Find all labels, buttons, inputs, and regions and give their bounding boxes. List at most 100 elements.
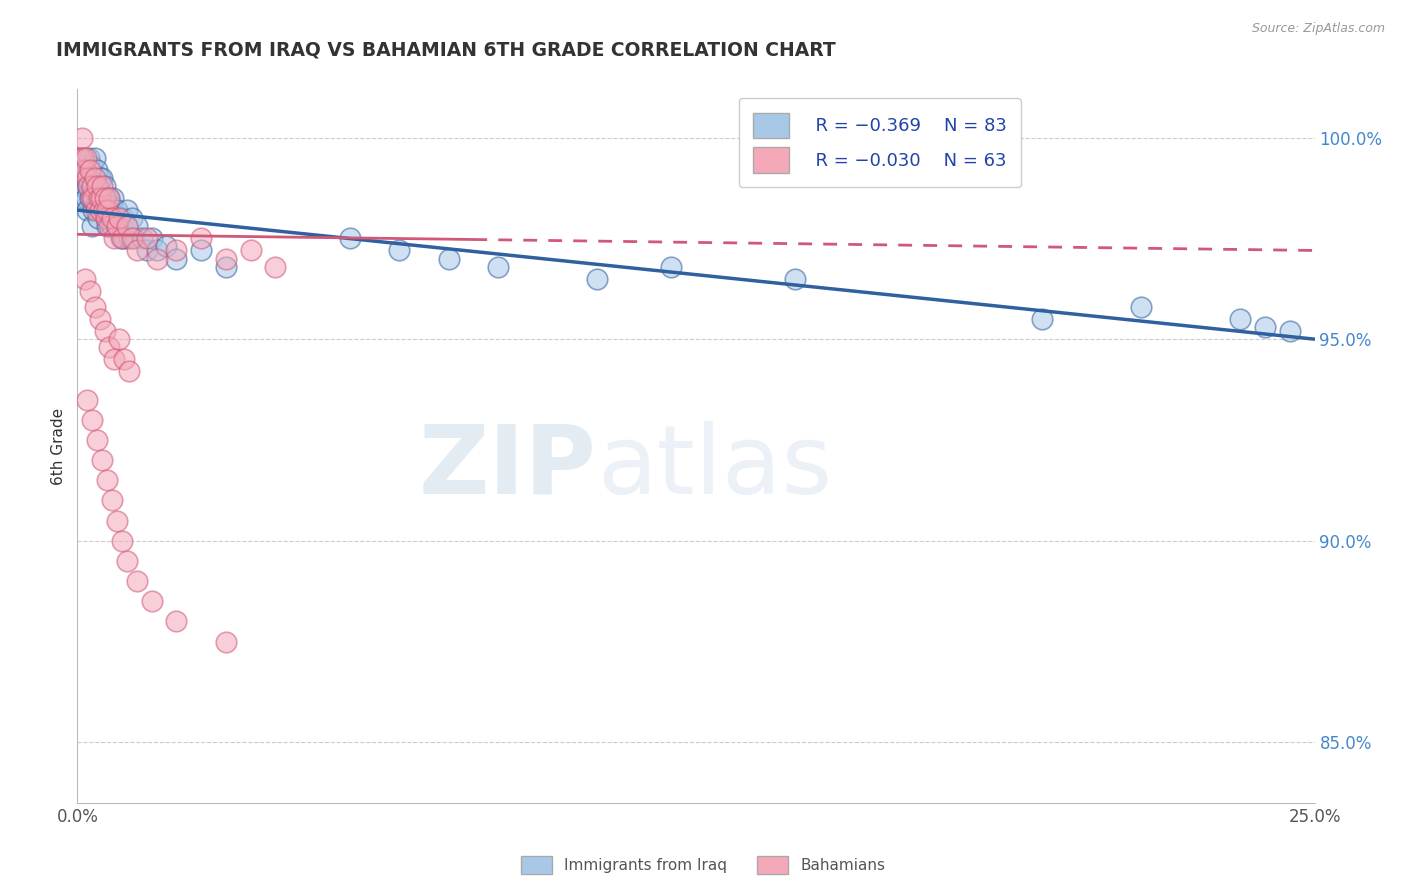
Point: [76, 170, 98, 185]
Point: [190, 244, 212, 258]
Point: [112, 352, 135, 367]
Point: [77, 178, 100, 193]
Legend: Immigrants from Iraq, Bahamians: Immigrants from Iraq, Bahamians: [515, 850, 891, 880]
Point: [73, 151, 96, 165]
Point: [82, 178, 104, 193]
Point: [659, 260, 682, 274]
Text: ZIP: ZIP: [419, 421, 598, 514]
Point: [84, 203, 107, 218]
Point: [76, 392, 98, 407]
Text: atlas: atlas: [598, 421, 832, 514]
Point: [89, 312, 111, 326]
Point: [165, 252, 187, 266]
Point: [783, 271, 806, 285]
Point: [101, 493, 124, 508]
Point: [215, 260, 238, 274]
Point: [110, 231, 132, 245]
Point: [90, 191, 112, 205]
Point: [97, 191, 120, 205]
Point: [155, 239, 177, 253]
Point: [82, 191, 104, 205]
Point: [91, 453, 114, 467]
Point: [93, 178, 115, 193]
Point: [83, 151, 105, 165]
Point: [103, 352, 125, 367]
Point: [101, 211, 124, 226]
Point: [125, 244, 148, 258]
Point: [111, 211, 134, 226]
Point: [82, 413, 104, 427]
Point: [98, 219, 121, 234]
Point: [84, 178, 107, 193]
Point: [101, 199, 124, 213]
Point: [125, 574, 148, 588]
Point: [121, 231, 143, 245]
Point: [86, 178, 108, 193]
Point: [94, 211, 117, 226]
Point: [83, 178, 105, 193]
Point: [125, 219, 148, 234]
Point: [1254, 320, 1277, 334]
Point: [105, 219, 128, 234]
Point: [96, 203, 118, 218]
Point: [87, 191, 110, 205]
Point: [111, 219, 134, 234]
Point: [69, 151, 91, 165]
Point: [72, 191, 94, 205]
Point: [388, 244, 411, 258]
Point: [1130, 300, 1153, 314]
Point: [93, 203, 115, 218]
Point: [96, 473, 118, 487]
Point: [86, 433, 108, 447]
Point: [1031, 312, 1053, 326]
Legend:   R = −0.369    N = 83,   R = −0.030    N = 63: R = −0.369 N = 83, R = −0.030 N = 63: [738, 98, 1021, 187]
Point: [165, 244, 187, 258]
Point: [339, 231, 361, 245]
Point: [108, 211, 131, 226]
Point: [145, 244, 167, 258]
Point: [86, 162, 108, 177]
Point: [72, 162, 94, 177]
Point: [76, 170, 98, 185]
Point: [264, 260, 287, 274]
Point: [104, 219, 127, 234]
Point: [101, 191, 124, 205]
Point: [118, 231, 141, 245]
Point: [93, 324, 115, 338]
Point: [69, 151, 91, 165]
Point: [87, 211, 110, 226]
Point: [70, 162, 93, 177]
Text: IMMIGRANTS FROM IRAQ VS BAHAMIAN 6TH GRADE CORRELATION CHART: IMMIGRANTS FROM IRAQ VS BAHAMIAN 6TH GRA…: [56, 40, 837, 59]
Point: [239, 244, 262, 258]
Point: [83, 300, 105, 314]
Point: [165, 615, 187, 629]
Point: [111, 231, 134, 245]
Point: [79, 162, 101, 177]
Point: [91, 178, 114, 193]
Point: [70, 178, 93, 193]
Point: [190, 231, 212, 245]
Point: [115, 554, 138, 568]
Point: [112, 231, 135, 245]
Point: [79, 284, 101, 298]
Y-axis label: 6th Grade: 6th Grade: [51, 408, 66, 484]
Point: [96, 191, 118, 205]
Point: [1229, 312, 1251, 326]
Point: [486, 260, 509, 274]
Point: [118, 364, 141, 378]
Point: [111, 533, 134, 548]
Point: [98, 340, 121, 354]
Point: [91, 199, 114, 213]
Point: [437, 252, 460, 266]
Point: [121, 211, 143, 226]
Point: [115, 219, 138, 234]
Point: [135, 244, 157, 258]
Point: [89, 191, 111, 205]
Point: [100, 211, 122, 226]
Point: [79, 162, 101, 177]
Point: [131, 231, 153, 245]
Point: [82, 191, 104, 205]
Point: [80, 170, 103, 185]
Point: [115, 203, 138, 218]
Point: [89, 170, 111, 185]
